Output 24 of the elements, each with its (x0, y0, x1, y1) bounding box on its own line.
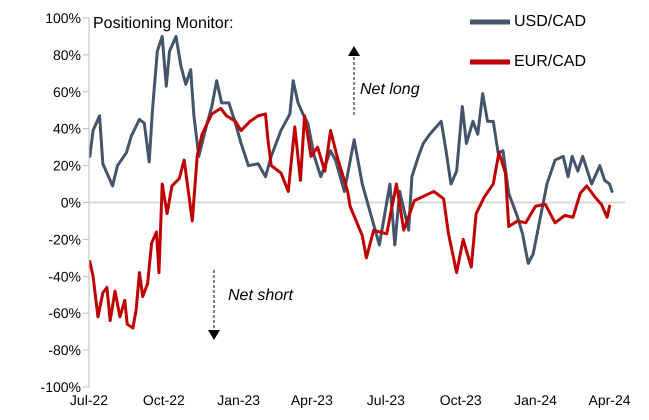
legend-label: USD/CAD (514, 13, 586, 30)
chart-title: Positioning Monitor: (93, 15, 234, 32)
annotation: Net short (228, 287, 294, 304)
x-tick-label: Oct-23 (440, 392, 482, 408)
y-tick-label: 60% (52, 84, 81, 100)
x-tick-label: Apr-23 (290, 392, 334, 408)
x-tick-label: Apr-24 (588, 392, 631, 408)
x-tick-label: Jan-24 (514, 392, 558, 408)
y-tick-label: -20% (48, 231, 81, 248)
y-tick-label: -80% (48, 342, 81, 358)
y-tick-label: 20% (52, 158, 81, 174)
y-tick-label: 40% (52, 120, 81, 137)
x-tick-label: Oct-22 (142, 392, 186, 408)
line-series (89, 106, 612, 330)
y-tick-label: -40% (48, 268, 81, 284)
y-tick-label: 100% (45, 10, 81, 26)
line-series (89, 34, 614, 265)
y-tick-label: 0% (60, 194, 81, 210)
y-tick-label: -60% (48, 305, 81, 322)
y-tick-label: 80% (52, 46, 81, 63)
annotation: Net long (360, 81, 420, 98)
x-tick-label: Jul-23 (366, 392, 406, 408)
x-tick-label: Jan-23 (217, 392, 260, 408)
legend-label: EUR/CAD (514, 53, 586, 70)
